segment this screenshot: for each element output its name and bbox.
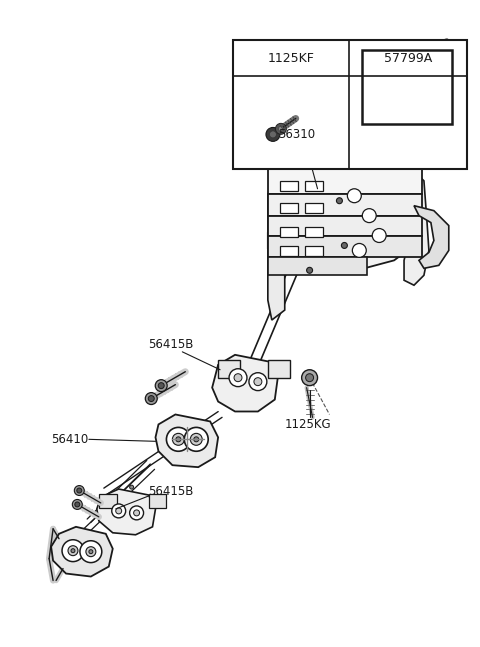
Circle shape [276,124,287,135]
Text: 1125KF: 1125KF [267,52,314,65]
Polygon shape [268,201,419,272]
Circle shape [336,198,342,204]
Circle shape [229,369,247,387]
Bar [280,203,298,213]
Polygon shape [272,149,419,241]
Polygon shape [212,355,278,411]
Circle shape [155,380,167,391]
Bar [233,41,467,169]
Bar [280,226,298,237]
Circle shape [184,428,208,451]
Circle shape [352,243,366,258]
Bar [305,203,323,213]
Bar [268,169,422,193]
Bar [99,494,117,508]
Text: 57799A: 57799A [384,52,432,65]
Circle shape [341,243,348,248]
Circle shape [269,131,276,138]
Circle shape [194,437,199,442]
Bar [268,236,422,258]
Polygon shape [51,527,113,576]
Circle shape [172,433,184,445]
Circle shape [145,393,157,404]
Circle shape [362,209,376,223]
Bar [218,360,240,378]
Circle shape [86,547,96,556]
Circle shape [89,550,93,554]
Bar [268,258,367,275]
Circle shape [266,127,280,142]
Circle shape [133,510,140,516]
Circle shape [148,395,154,402]
Circle shape [112,504,126,518]
Bar [268,360,290,378]
Circle shape [75,502,80,507]
Circle shape [234,374,242,382]
Circle shape [301,369,318,386]
Text: 56310: 56310 [278,127,315,140]
Circle shape [167,428,190,451]
Polygon shape [97,489,156,535]
Text: 56415B: 56415B [148,338,194,351]
Circle shape [74,485,84,496]
Circle shape [190,433,202,445]
Text: 1125KG: 1125KG [285,418,331,431]
Bar [280,181,298,191]
Bar [305,226,323,237]
Text: 56410: 56410 [51,433,88,446]
Circle shape [130,506,144,520]
Circle shape [68,545,78,556]
Circle shape [372,228,386,243]
Polygon shape [268,166,285,320]
Circle shape [306,374,313,382]
Circle shape [62,540,84,562]
Circle shape [278,126,283,131]
Circle shape [71,549,75,553]
Circle shape [80,541,102,563]
Polygon shape [404,171,429,285]
Polygon shape [414,206,449,269]
Polygon shape [156,415,218,467]
Circle shape [254,378,262,386]
Circle shape [307,267,312,273]
Bar [148,494,167,508]
Bar [305,181,323,191]
Circle shape [130,485,133,489]
Text: 56415B: 56415B [148,485,194,498]
Bar [305,247,323,256]
Bar [362,50,452,124]
Circle shape [249,373,267,391]
Circle shape [176,437,181,442]
Bar [268,215,422,236]
Circle shape [77,488,82,493]
Circle shape [109,505,113,509]
Bar [280,247,298,256]
Circle shape [348,189,361,203]
Circle shape [158,382,164,389]
Circle shape [72,499,82,509]
Circle shape [116,508,122,514]
Bar [268,193,422,215]
